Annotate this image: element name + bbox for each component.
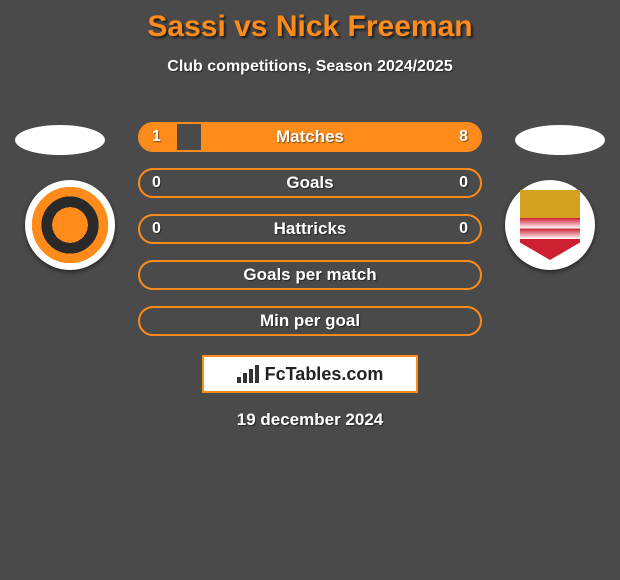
stats-bars: 1 Matches 8 0 Goals 0 0 Hattricks 0 Goal…: [138, 122, 482, 352]
stat-row-matches: 1 Matches 8: [138, 122, 482, 152]
source-attribution: FcTables.com: [202, 355, 418, 393]
left-flag-ellipse: [15, 125, 105, 155]
page-title: Sassi vs Nick Freeman: [0, 0, 620, 44]
stat-label: Matches: [140, 124, 480, 150]
subtitle: Club competitions, Season 2024/2025: [0, 58, 620, 76]
stat-value-right: 8: [459, 124, 468, 150]
date-label: 19 december 2024: [0, 410, 620, 430]
bar-chart-icon: [237, 365, 259, 383]
stat-label: Goals per match: [140, 262, 480, 288]
left-club-badge: [25, 180, 115, 270]
comparison-infographic: Sassi vs Nick Freeman Club competitions,…: [0, 0, 620, 450]
right-club-badge-shield: [520, 190, 580, 260]
stat-row-goals: 0 Goals 0: [138, 168, 482, 198]
stat-label: Goals: [140, 170, 480, 196]
source-label: FcTables.com: [265, 364, 384, 385]
stat-value-right: 0: [459, 170, 468, 196]
stat-label: Hattricks: [140, 216, 480, 242]
stat-label: Min per goal: [140, 308, 480, 334]
stat-row-min-per-goal: Min per goal: [138, 306, 482, 336]
stat-value-right: 0: [459, 216, 468, 242]
right-club-badge: [505, 180, 595, 270]
stat-row-hattricks: 0 Hattricks 0: [138, 214, 482, 244]
stat-row-goals-per-match: Goals per match: [138, 260, 482, 290]
right-flag-ellipse: [515, 125, 605, 155]
